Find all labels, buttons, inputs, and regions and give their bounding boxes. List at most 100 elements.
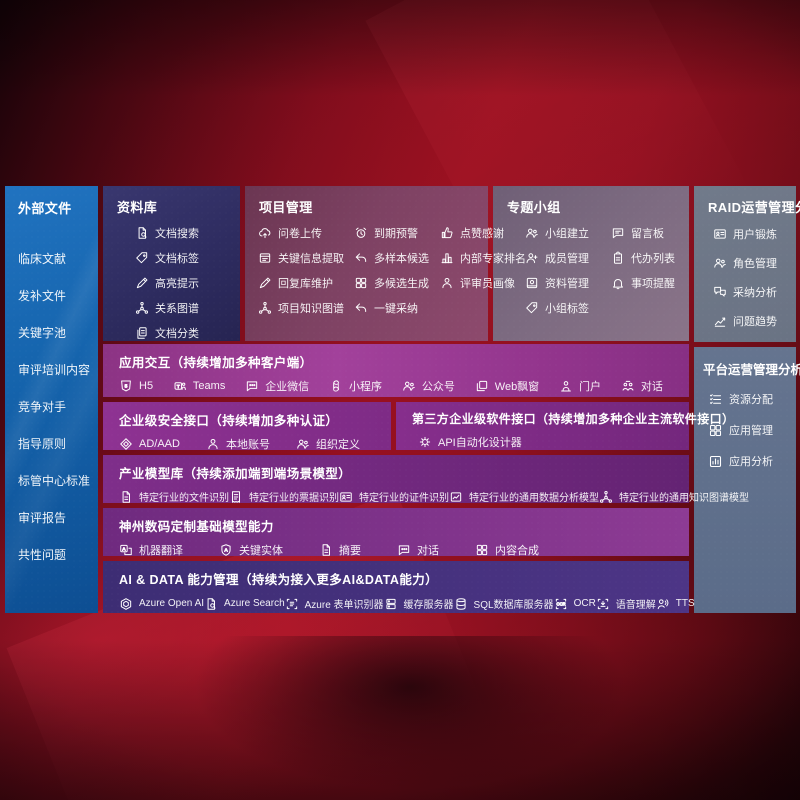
key-entity-icon [219, 543, 233, 557]
list-item: 内容合成 [475, 542, 539, 558]
mini-program-icon [329, 379, 343, 393]
item-label: 对话 [417, 545, 439, 557]
interaction-list: H5 Teams 企业微信 小程序 公众号 Web飘窗 门户 对话 [103, 378, 689, 394]
list-item: 高亮提示 [135, 275, 240, 291]
list-item: 文档搜索 [135, 225, 240, 241]
thumbs-up-icon [440, 226, 454, 240]
panel-title: 第三方企业级软件接口（持续增加多种企业主流软件接口） [412, 412, 735, 426]
item-label: 指导原则 [18, 437, 67, 451]
resource-list-icon [708, 392, 723, 407]
ocr-icon [554, 597, 568, 611]
item-label: 摘要 [339, 545, 361, 557]
item-label: Web飘窗 [494, 381, 540, 393]
item-label: TTS [675, 598, 695, 609]
cloud-upload-icon [258, 226, 272, 240]
list-item: 小组建立 [525, 225, 611, 241]
list-item: 组织定义 [296, 436, 360, 452]
team-build-icon [525, 226, 539, 240]
official-account-icon [402, 379, 416, 393]
list-item: 审评报告 [18, 509, 98, 526]
library-list: 文档搜索 文档标签 高亮提示 关系图谱 文档分类 [103, 225, 240, 341]
alarm-icon [354, 226, 368, 240]
teams-icon [173, 379, 187, 393]
item-label: OCR [573, 598, 596, 609]
member-manage-icon [525, 251, 539, 265]
item-label: 对话 [640, 381, 663, 393]
item-label: 小程序 [349, 381, 383, 393]
list-item: 采纳分析 [713, 284, 796, 300]
item-label: 高亮提示 [155, 278, 199, 290]
knowledge-graph-model-icon [599, 490, 613, 504]
item-label: 回复库维护 [278, 278, 333, 290]
adoption-analysis-icon [713, 285, 727, 299]
pen-icon [258, 276, 272, 290]
reminder-bell-icon [611, 276, 625, 290]
item-label: 问题趋势 [733, 316, 777, 328]
item-label: 角色管理 [733, 258, 777, 270]
list-item: 特定行业的通用数据分析模型 [449, 489, 599, 504]
panel-title: 平台运营管理分析 [703, 363, 800, 377]
list-item: 用户锻炼 [713, 226, 796, 242]
panel-thirdparty-interface: 第三方企业级软件接口（持续增加多种企业主流软件接口） API自动化设计器 [396, 402, 735, 450]
item-label: 特定行业的证件识别 [359, 493, 449, 504]
speech-icon [596, 597, 610, 611]
list-item: 多候选生成 [354, 275, 440, 291]
list-item: 语音理解 [596, 596, 656, 611]
list-item: 成员管理 [525, 250, 611, 266]
panel-title: 专题小组 [507, 200, 561, 215]
reviewer-portrait-icon [440, 276, 454, 290]
item-label: Azure Search [224, 598, 285, 609]
list-item: 企业微信 [245, 378, 309, 394]
panel-security-interface: 企业级安全接口（持续增加多种认证） AD/AAD 本地账号 组织定义 [103, 402, 391, 452]
item-label: 小组建立 [545, 228, 589, 240]
list-item: 竞争对手 [18, 398, 98, 415]
item-label: Teams [192, 380, 226, 392]
tag-icon [135, 251, 149, 265]
list-item: 资源分配 [708, 391, 796, 407]
base-models-list: 机器翻译 关键实体 摘要 对话 内容合成 [103, 542, 689, 558]
doc-classify-icon [135, 326, 149, 340]
list-item: 关键实体 [219, 542, 283, 558]
certificate-icon [339, 490, 353, 504]
relation-graph-icon [135, 301, 149, 315]
item-label: 机器翻译 [139, 545, 183, 557]
models-list: 特定行业的文件识别 特定行业的票据识别 特定行业的证件识别 特定行业的通用数据分… [103, 489, 749, 504]
machine-translate-icon [119, 543, 133, 557]
todo-list-icon [611, 251, 625, 265]
panel-external-files: 外部文件 临床文献 发补文件 关键字池 审评培训内容 竞争对手 指导原则 标管中… [5, 186, 98, 613]
chat-icon [397, 543, 411, 557]
list-item: H5 [119, 379, 153, 393]
sql-db-icon [454, 597, 468, 611]
list-item: 特定行业的通用知识图谱模型 [599, 489, 749, 504]
data-analysis-model-icon [449, 490, 463, 504]
list-item: 多样本候选 [354, 250, 440, 266]
issue-trend-icon [713, 314, 727, 328]
item-label: 发补文件 [18, 289, 67, 303]
list-item: 共性问题 [18, 546, 98, 563]
item-label: 应用分析 [729, 456, 773, 468]
list-item: 关键字池 [18, 324, 98, 341]
panel-platform-analysis: 平台运营管理分析 资源分配 应用管理 应用分析 [694, 347, 800, 613]
list-item: OCR [554, 597, 596, 611]
raid-list: 用户锻炼 角色管理 采纳分析 问题趋势 [694, 226, 796, 329]
external-file-list: 临床文献 发补文件 关键字池 审评培训内容 竞争对手 指导原则 标管中心标准 审… [5, 250, 98, 563]
item-label: 一键采纳 [374, 303, 418, 315]
item-label: 关键信息提取 [278, 253, 344, 265]
item-label: 门户 [579, 381, 602, 393]
item-label: 关键字池 [18, 326, 67, 340]
ai-data-list: Azure Open AI Azure Search Azure 表单识别器 缓… [103, 596, 695, 611]
item-label: 代办列表 [631, 253, 675, 265]
item-label: 多样本候选 [374, 253, 429, 265]
list-item: 本地账号 [206, 436, 270, 452]
panel-topic-groups: 专题小组 小组建立 成员管理 资料管理 小组标签 留言板 代办列表 事项提醒 [493, 186, 689, 341]
item-label: 文档搜索 [155, 228, 199, 240]
panel-project-management: 项目管理 问卷上传 关键信息提取 回复库维护 项目知识图谱 到期预警 多样本候选… [245, 186, 526, 341]
item-label: 关键实体 [239, 545, 283, 557]
item-label: 特定行业的文件识别 [139, 493, 229, 504]
item-label: Azure Open AI [139, 598, 205, 609]
panel-industry-models: 产业模型库（持续添加端到端场景模型） 特定行业的文件识别 特定行业的票据识别 特… [103, 455, 749, 504]
list-item: TTS [656, 597, 695, 611]
doc-search-icon [135, 226, 149, 240]
list-item: 文档分类 [135, 325, 240, 341]
